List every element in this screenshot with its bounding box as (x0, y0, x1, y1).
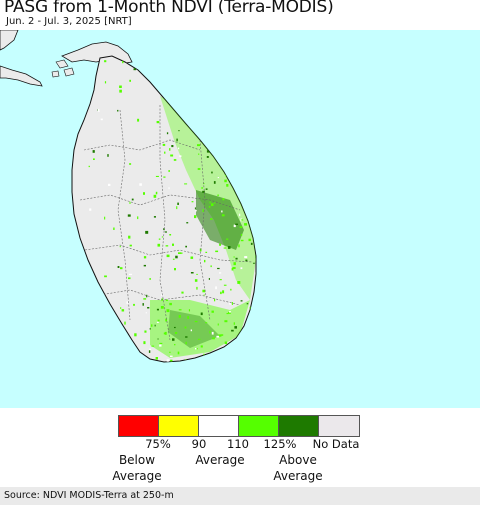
island (55, 59, 69, 69)
legend-colorbar (118, 415, 360, 437)
map-subtitle: Jun. 2 - Jul. 3, 2025 [NRT] (6, 16, 132, 27)
map-title: PASG from 1-Month NDVI (Terra-MODIS) (4, 0, 334, 17)
legend-swatch-110-125 (239, 416, 279, 436)
india-coast-fragment (0, 30, 19, 51)
map-panel (0, 30, 480, 408)
legend-tick-75: 75% (145, 437, 171, 451)
island (63, 67, 75, 77)
ndvi-anomaly-layer (76, 60, 256, 362)
legend-swatch-below-75 (119, 416, 159, 436)
legend-tick-no-data: No Data (312, 437, 360, 451)
legend-caption-above: Above Average (273, 453, 323, 483)
sri-lanka-map (0, 30, 257, 363)
island (51, 70, 60, 78)
source-credit: Source: NDVI MODIS-Terra at 250-m (4, 490, 174, 501)
district-boundaries (79, 105, 253, 341)
legend-tick-110: 110 (227, 437, 249, 451)
legend-tick-90: 90 (191, 437, 207, 451)
legend-tick-125: 125% (263, 437, 297, 451)
legend-swatch-90-110 (199, 416, 239, 436)
legend-caption-below: Below Average (112, 453, 162, 483)
legend-swatch-no-data (319, 416, 359, 436)
legend-swatch-above-125 (279, 416, 319, 436)
legend-swatch-75-90 (159, 416, 199, 436)
footer-bar: Source: NDVI MODIS-Terra at 250-m (0, 487, 480, 505)
india-peninsula-tip (0, 65, 43, 87)
legend-caption-average: Average (195, 453, 245, 467)
